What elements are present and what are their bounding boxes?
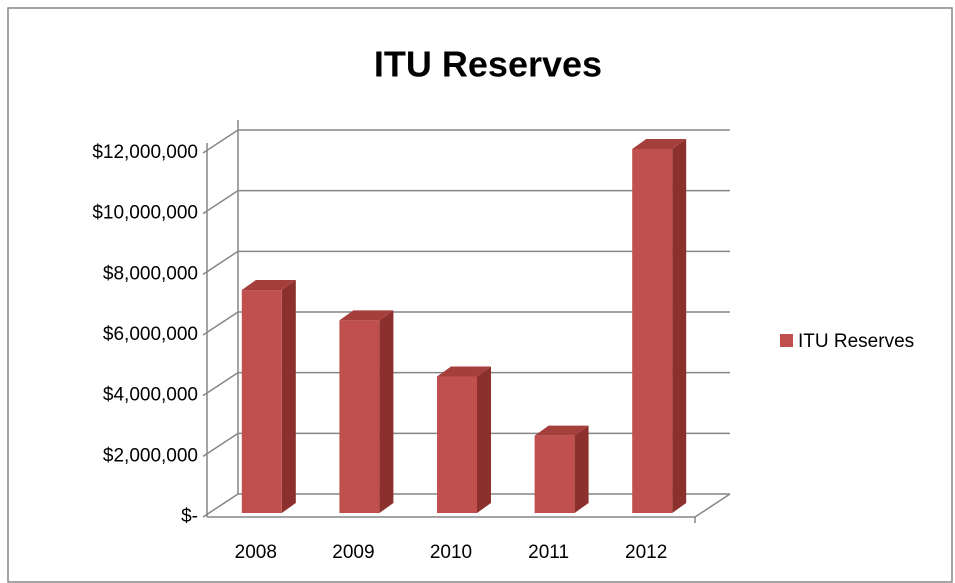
bar-top bbox=[632, 139, 687, 149]
bar-side bbox=[672, 139, 687, 513]
x-tick-label: 2012 bbox=[625, 542, 667, 563]
bar bbox=[241, 290, 282, 513]
bar bbox=[632, 149, 673, 513]
bar-side bbox=[477, 366, 491, 513]
x-tick-label: 2010 bbox=[430, 542, 472, 563]
y-tick-label: $4,000,000 bbox=[103, 385, 198, 406]
grid-side bbox=[202, 372, 239, 397]
grid-side bbox=[202, 129, 239, 154]
bar bbox=[534, 435, 575, 513]
bar-top bbox=[241, 280, 296, 291]
bar bbox=[437, 376, 477, 513]
x-tick-label: 2009 bbox=[332, 542, 374, 563]
grid-side bbox=[202, 493, 239, 518]
y-tick-label: $10,000,000 bbox=[92, 203, 198, 224]
bar bbox=[339, 320, 380, 513]
x-tick-label: 2011 bbox=[528, 542, 569, 563]
legend-label: ITU Reserves bbox=[798, 331, 914, 352]
bar-top bbox=[339, 310, 394, 321]
y-tick-label: $8,000,000 bbox=[103, 263, 198, 284]
legend-swatch bbox=[780, 334, 793, 347]
y-tick-label: $12,000,000 bbox=[92, 142, 198, 163]
y-tick-label: $6,000,000 bbox=[103, 324, 198, 345]
grid-side bbox=[202, 250, 239, 275]
bar-top bbox=[437, 366, 491, 377]
chart-title: ITU Reserves bbox=[374, 44, 602, 85]
x-tick-label: 2008 bbox=[235, 542, 277, 563]
grid-side bbox=[202, 311, 239, 336]
bar-side bbox=[574, 425, 589, 513]
y-tick-label: $2,000,000 bbox=[103, 445, 198, 466]
bar-top bbox=[534, 425, 589, 436]
bar-side bbox=[379, 310, 394, 513]
grid-side bbox=[202, 432, 239, 457]
bar-side bbox=[281, 280, 296, 513]
y-tick-label: $- bbox=[181, 506, 198, 527]
grid-side bbox=[202, 190, 239, 215]
